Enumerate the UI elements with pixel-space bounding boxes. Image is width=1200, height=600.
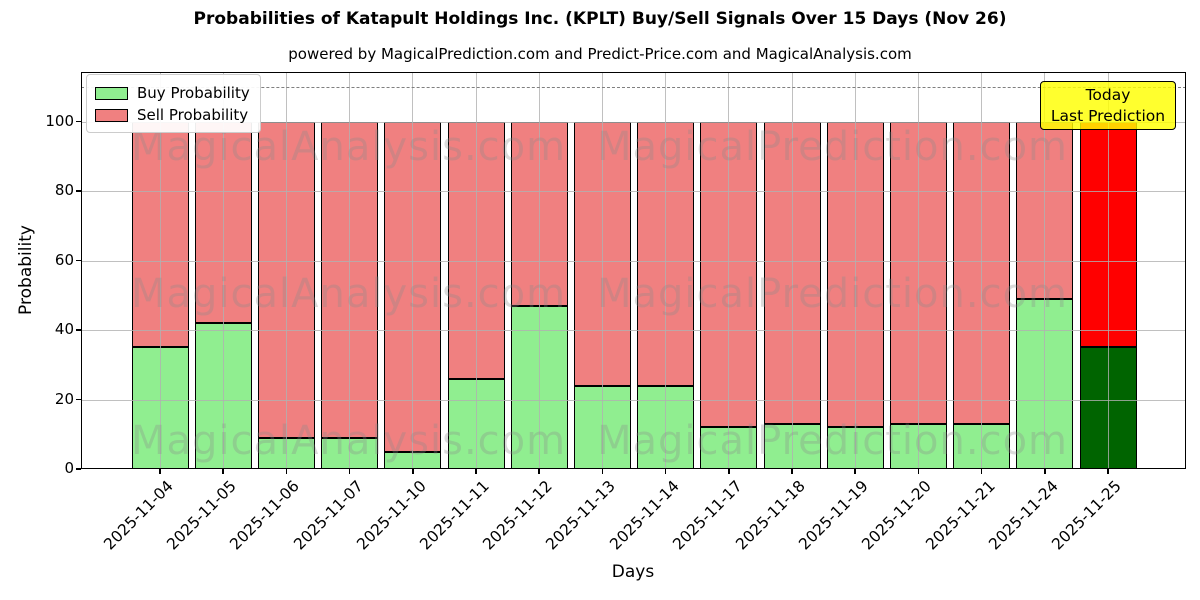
gridline-horizontal bbox=[81, 121, 1186, 123]
gridline-vertical bbox=[159, 72, 161, 469]
gridline-vertical bbox=[981, 72, 983, 469]
gridline-horizontal bbox=[81, 330, 1186, 332]
x-tick-mark bbox=[791, 469, 793, 474]
y-tick-label: 40 bbox=[54, 320, 74, 339]
legend-label-sell: Sell Probability bbox=[137, 106, 249, 124]
legend: Buy Probability Sell Probability bbox=[86, 74, 261, 133]
gridline-vertical bbox=[917, 72, 919, 469]
x-tick-mark bbox=[159, 469, 161, 474]
y-tick-label: 80 bbox=[54, 181, 74, 200]
x-tick-mark bbox=[285, 469, 288, 474]
plot-area: MagicalAnalysis.com MagicalPrediction.co… bbox=[81, 72, 1186, 469]
gridline-vertical bbox=[1044, 72, 1046, 469]
watermark-text: MagicalPrediction.com bbox=[597, 124, 1068, 170]
legend-swatch-buy bbox=[95, 86, 128, 100]
x-tick-mark bbox=[1107, 469, 1109, 474]
gridline-vertical bbox=[854, 72, 856, 469]
legend-item-sell: Sell Probability bbox=[95, 104, 250, 126]
gridline-vertical bbox=[538, 72, 540, 469]
dashed-guide-line bbox=[81, 86, 1186, 88]
y-tick-label: 60 bbox=[54, 250, 74, 269]
gridline-horizontal bbox=[81, 191, 1186, 193]
x-tick-mark bbox=[412, 469, 414, 474]
legend-swatch-sell bbox=[95, 108, 128, 122]
gridline-vertical bbox=[475, 72, 477, 469]
gridline-vertical bbox=[728, 72, 730, 469]
gridline-vertical bbox=[601, 72, 603, 469]
x-tick-mark bbox=[728, 469, 730, 474]
gridline-vertical bbox=[412, 72, 414, 469]
today-annotation-box: Today Last Prediction bbox=[1040, 81, 1176, 130]
x-tick-mark bbox=[917, 469, 920, 474]
x-tick-mark bbox=[538, 469, 540, 474]
x-tick-mark bbox=[348, 469, 351, 474]
y-tick-mark bbox=[76, 120, 81, 123]
watermark-text: MagicalAnalysis.com bbox=[131, 271, 567, 317]
x-tick-mark bbox=[601, 469, 604, 474]
gridline-vertical bbox=[791, 72, 793, 469]
gridline-horizontal bbox=[81, 260, 1186, 262]
gridline-vertical bbox=[285, 72, 287, 469]
x-tick-mark bbox=[854, 469, 856, 474]
watermark-text: MagicalPrediction.com bbox=[597, 271, 1068, 317]
x-tick-mark bbox=[664, 469, 667, 474]
watermark-text: MagicalAnalysis.com bbox=[131, 418, 567, 464]
watermark-text: MagicalPrediction.com bbox=[597, 418, 1068, 464]
chart-title: Probabilities of Katapult Holdings Inc. … bbox=[193, 9, 1007, 29]
x-tick-mark bbox=[475, 469, 477, 474]
y-tick-mark bbox=[76, 259, 81, 262]
x-tick-mark bbox=[980, 469, 983, 474]
x-tick-mark bbox=[1044, 469, 1046, 474]
gridline-vertical bbox=[665, 72, 667, 469]
gridline-vertical bbox=[222, 72, 224, 469]
y-tick-label: 20 bbox=[54, 389, 74, 408]
y-tick-mark bbox=[76, 190, 81, 192]
legend-label-buy: Buy Probability bbox=[137, 84, 250, 102]
today-annotation-line1: Today bbox=[1085, 86, 1131, 104]
legend-item-buy: Buy Probability bbox=[95, 82, 250, 104]
y-axis-label: Probability bbox=[16, 225, 36, 315]
gridline-horizontal bbox=[81, 399, 1186, 401]
y-tick-label: 0 bbox=[64, 459, 74, 477]
y-tick-mark bbox=[76, 398, 81, 401]
x-axis-label: Days bbox=[611, 562, 655, 582]
y-tick-mark bbox=[76, 468, 81, 470]
y-tick-label: 100 bbox=[45, 111, 74, 130]
chart-subtitle: powered by MagicalPrediction.com and Pre… bbox=[288, 45, 912, 63]
today-annotation-line2: Last Prediction bbox=[1050, 107, 1166, 125]
y-tick-mark bbox=[76, 329, 81, 331]
gridline-vertical bbox=[349, 72, 351, 469]
gridline-vertical bbox=[1107, 72, 1109, 469]
x-tick-mark bbox=[222, 469, 224, 474]
